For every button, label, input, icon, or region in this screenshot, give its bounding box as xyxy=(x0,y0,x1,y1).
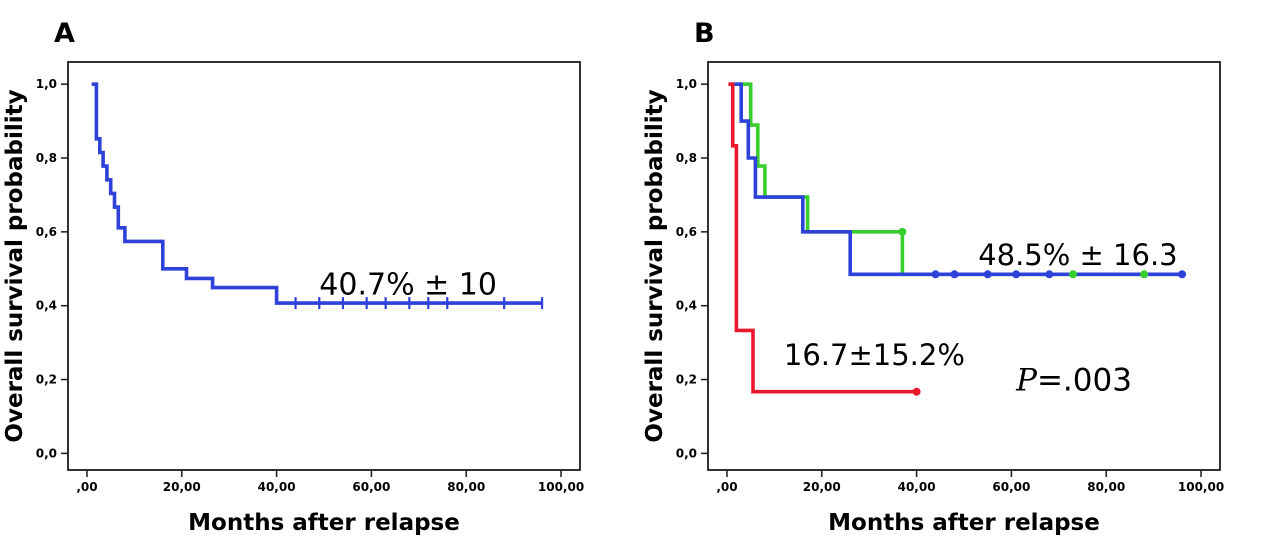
y-tick-label: 0,8 xyxy=(36,151,57,165)
y-tick-label: 1,0 xyxy=(676,77,697,91)
km-curve-group-green xyxy=(736,82,1145,277)
x-tick-label: 60,00 xyxy=(992,480,1030,494)
x-tick-label: 20,00 xyxy=(803,480,841,494)
x-tick-label: 60,00 xyxy=(352,480,390,494)
panel-letter: A xyxy=(54,18,75,49)
y-tick-label: 0,4 xyxy=(676,299,697,313)
km-chart-panel-b: B ,00 20,00 40,00 60,00 80,00 100,00 0,0 0,2 0,4 0… xyxy=(642,18,1224,536)
x-tick-label: 80,00 xyxy=(1087,480,1125,494)
censor-dot-group-blue xyxy=(1012,270,1021,279)
y-tick-label: 0,6 xyxy=(676,225,697,239)
plot-area xyxy=(707,61,1221,471)
km-chart-panel-a: A ,00 20,00 40,00 60,00 80,00 100,00 0,0 0,2 0,4 0… xyxy=(2,18,584,536)
annotation: 16.7±15.2% xyxy=(784,338,965,372)
km-curve-group-blue xyxy=(729,82,1183,277)
y-tick-label: 0,8 xyxy=(676,151,697,165)
censor-dot-group-blue xyxy=(1178,270,1187,279)
y-tick-label: 0,6 xyxy=(36,225,57,239)
x-tick-label: 20,00 xyxy=(163,480,201,494)
y-tick-label: 1,0 xyxy=(36,77,57,91)
panel-a: A ,00 20,00 40,00 60,00 80,00 100,00 0,0 0,2 0,4 0… xyxy=(2,18,584,536)
y-tick-label: 0,4 xyxy=(36,299,57,313)
panel-b: B ,00 20,00 40,00 60,00 80,00 100,00 0,0 0,2 0,4 0… xyxy=(640,0,1280,549)
censor-dot-group-blue xyxy=(1045,270,1054,279)
x-tick-label: ,00 xyxy=(716,480,737,494)
km-curve-group-red xyxy=(728,82,917,394)
censor-dot-group-green xyxy=(1069,270,1078,279)
annotation: 40.7% ± 10 xyxy=(319,268,497,303)
censor-dot-group-green xyxy=(1140,270,1149,279)
censor-dot-group-blue xyxy=(983,270,992,279)
y-axis-label: Overall survival probability xyxy=(642,89,668,442)
censor-dot-group-blue xyxy=(950,270,959,279)
x-tick-label: 100,00 xyxy=(538,480,584,494)
x-tick-label: 40,00 xyxy=(258,480,296,494)
x-axis-label: Months after relapse xyxy=(828,510,1100,536)
y-axis-label: Overall survival probability xyxy=(2,89,28,442)
x-tick-label: 80,00 xyxy=(447,480,485,494)
y-tick-label: 0,2 xyxy=(36,373,57,387)
x-tick-label: 40,00 xyxy=(898,480,936,494)
x-tick-label: ,00 xyxy=(76,480,97,494)
censor-dot-group-green xyxy=(898,227,907,236)
censor-dot-group-blue xyxy=(931,270,940,279)
y-tick-label: 0,0 xyxy=(676,446,697,460)
x-axis-label: Months after relapse xyxy=(188,510,460,536)
km-curve-overall-survival xyxy=(91,82,543,305)
annotation: P=.003 xyxy=(1015,363,1132,399)
annotation: 48.5% ± 16.3 xyxy=(978,238,1177,272)
y-tick-label: 0,2 xyxy=(676,373,697,387)
plot-area xyxy=(67,61,581,471)
y-tick-label: 0,0 xyxy=(36,446,57,460)
x-tick-label: 100,00 xyxy=(1178,480,1224,494)
panel-letter: B xyxy=(694,18,715,49)
censor-dot-group-red xyxy=(912,387,921,396)
